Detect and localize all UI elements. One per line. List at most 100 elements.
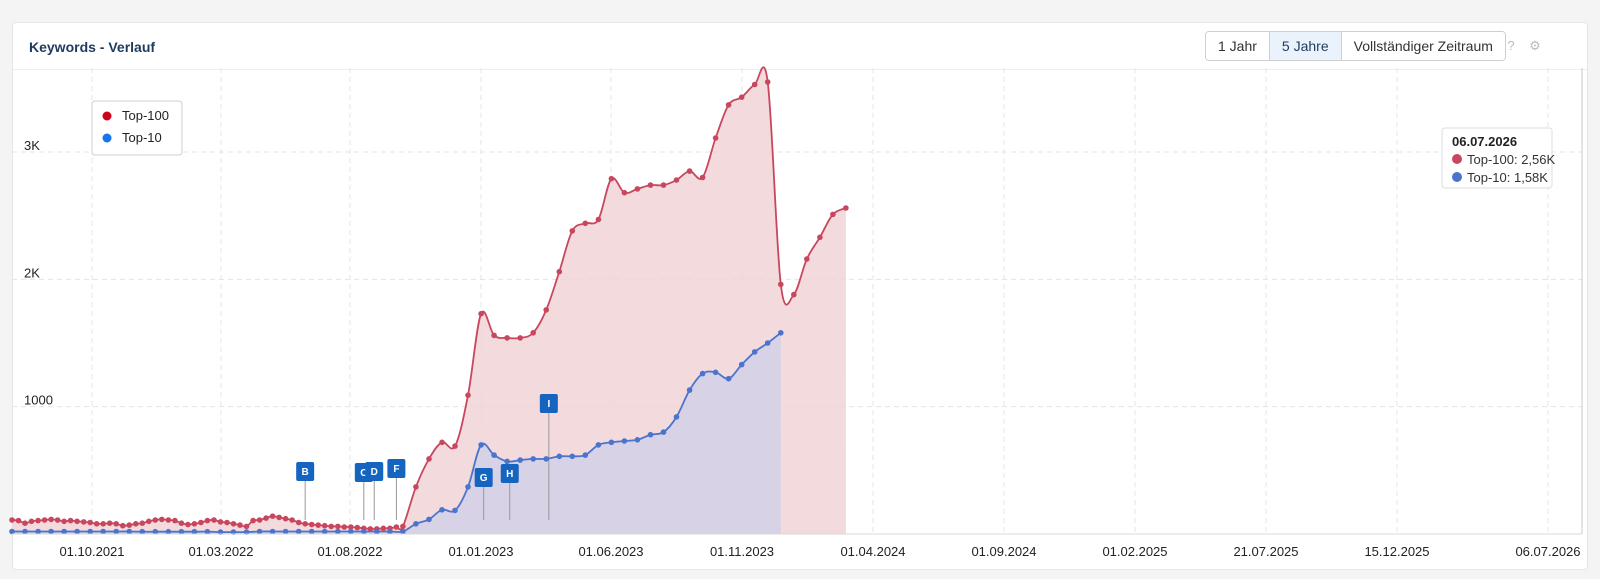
top10-point: [504, 458, 510, 465]
top100-point: [204, 517, 211, 524]
top100-point: [263, 515, 269, 521]
top100-point: [295, 519, 302, 526]
tooltip-top100-value: Top-100: 2,56K: [1467, 152, 1556, 167]
top10-point: [608, 439, 615, 446]
top10-point: [400, 528, 406, 535]
top100-point: [764, 79, 771, 85]
top100-point: [178, 520, 185, 526]
event-flag-marker: [296, 462, 315, 481]
top10-point: [100, 528, 106, 535]
legend-top10-label[interactable]: Top-10: [122, 130, 162, 145]
top10-point: [178, 528, 185, 535]
top100-point: [738, 94, 745, 100]
top10-point: [22, 528, 28, 535]
top10-point: [660, 429, 667, 435]
legend-top10-marker[interactable]: [102, 133, 112, 143]
top100-point: [830, 211, 836, 218]
top100-point: [400, 523, 406, 530]
top10-point: [478, 442, 484, 448]
top100-point: [354, 524, 361, 531]
top100-point: [74, 518, 80, 525]
top100-point: [328, 523, 335, 530]
top100-point: [673, 177, 680, 183]
top100-point: [230, 521, 237, 527]
event-flag-label: G: [480, 473, 488, 484]
top10-point: [321, 528, 328, 535]
event-flags: B C D F G H I: [296, 68, 1583, 534]
top10-point: [139, 528, 146, 535]
top100-point: [595, 216, 602, 223]
top100-point: [54, 517, 61, 523]
top100-point: [699, 174, 706, 181]
top10-point: [452, 507, 458, 514]
x-tick-label: 01.11.2023: [710, 544, 774, 559]
top100-point: [778, 281, 784, 288]
top100-point: [256, 517, 263, 523]
x-tick-label: 06.07.2026: [1515, 544, 1580, 559]
top10-point: [465, 484, 471, 490]
top100-point: [126, 522, 133, 528]
event-flag-label: F: [393, 464, 399, 475]
tooltip-top10-marker: [1452, 172, 1462, 182]
top100-point: [791, 291, 797, 298]
top100-point: [28, 518, 35, 525]
top10-point: [204, 528, 211, 535]
top100-point: [35, 517, 41, 524]
event-flag-marker: [474, 468, 493, 487]
top100-point: [517, 335, 523, 341]
top100-point: [100, 521, 106, 527]
top100-point: [191, 521, 198, 527]
top100-point: [321, 522, 328, 529]
top10-point: [165, 528, 172, 535]
top10-point: [621, 438, 628, 444]
top10-point: [439, 507, 445, 513]
event-flag-label: H: [506, 469, 513, 480]
top10-point: [738, 361, 745, 368]
top100-point: [159, 516, 165, 523]
legend: Top-100 Top-10: [91, 100, 183, 156]
top10-point: [152, 528, 159, 535]
top100-point: [61, 518, 67, 525]
top10-point: [335, 528, 341, 535]
range-5-years-button[interactable]: 5 Jahre: [1269, 32, 1342, 60]
top100-point: [478, 310, 484, 317]
tooltip: 06.07.2026 Top-100: 2,56K Top-10: 1,58K: [1441, 127, 1556, 189]
top100-point: [250, 517, 256, 524]
tooltip-top10-value: Top-10: 1,58K: [1467, 170, 1548, 185]
top100-point: [452, 443, 458, 449]
legend-top100-marker[interactable]: [102, 111, 112, 121]
top100-point: [582, 220, 589, 227]
top10-point: [712, 369, 719, 376]
range-1-year-button[interactable]: 1 Jahr: [1206, 32, 1270, 60]
legend-box: [91, 100, 183, 156]
legend-top100-label[interactable]: Top-100: [122, 108, 169, 123]
top100-point: [217, 519, 224, 525]
x-tick-label: 01.08.2022: [317, 544, 382, 559]
top100-point: [660, 182, 667, 188]
top10-point: [61, 528, 67, 535]
top10-point: [778, 330, 784, 336]
event-flag-marker: [387, 459, 406, 478]
top100-point: [146, 518, 152, 525]
top10-point: [9, 528, 15, 535]
top100-point: [282, 515, 289, 522]
top100-point: [804, 256, 810, 262]
top100-point: [67, 517, 74, 524]
top100-point: [139, 520, 146, 526]
tooltip-date: 06.07.2026: [1452, 134, 1517, 149]
top100-point: [426, 456, 432, 462]
question-icon[interactable]: ?: [1507, 38, 1515, 53]
top10-point: [191, 528, 198, 535]
top100-point: [93, 521, 100, 527]
top100-point: [185, 521, 191, 528]
top10-point: [556, 453, 563, 460]
x-axis: 01.10.2021 01.03.2022 01.08.2022 01.01.2023…: [12, 533, 1582, 559]
top10-point: [387, 528, 393, 535]
top10-point: [35, 528, 41, 535]
top10-point: [361, 528, 367, 535]
range-full-period-button[interactable]: Vollständiger Zeitraum: [1341, 32, 1505, 60]
top100-point: [289, 517, 295, 523]
top100-point: [608, 175, 615, 182]
top100-point: [413, 484, 419, 490]
gear-icon[interactable]: ⚙: [1529, 38, 1541, 53]
